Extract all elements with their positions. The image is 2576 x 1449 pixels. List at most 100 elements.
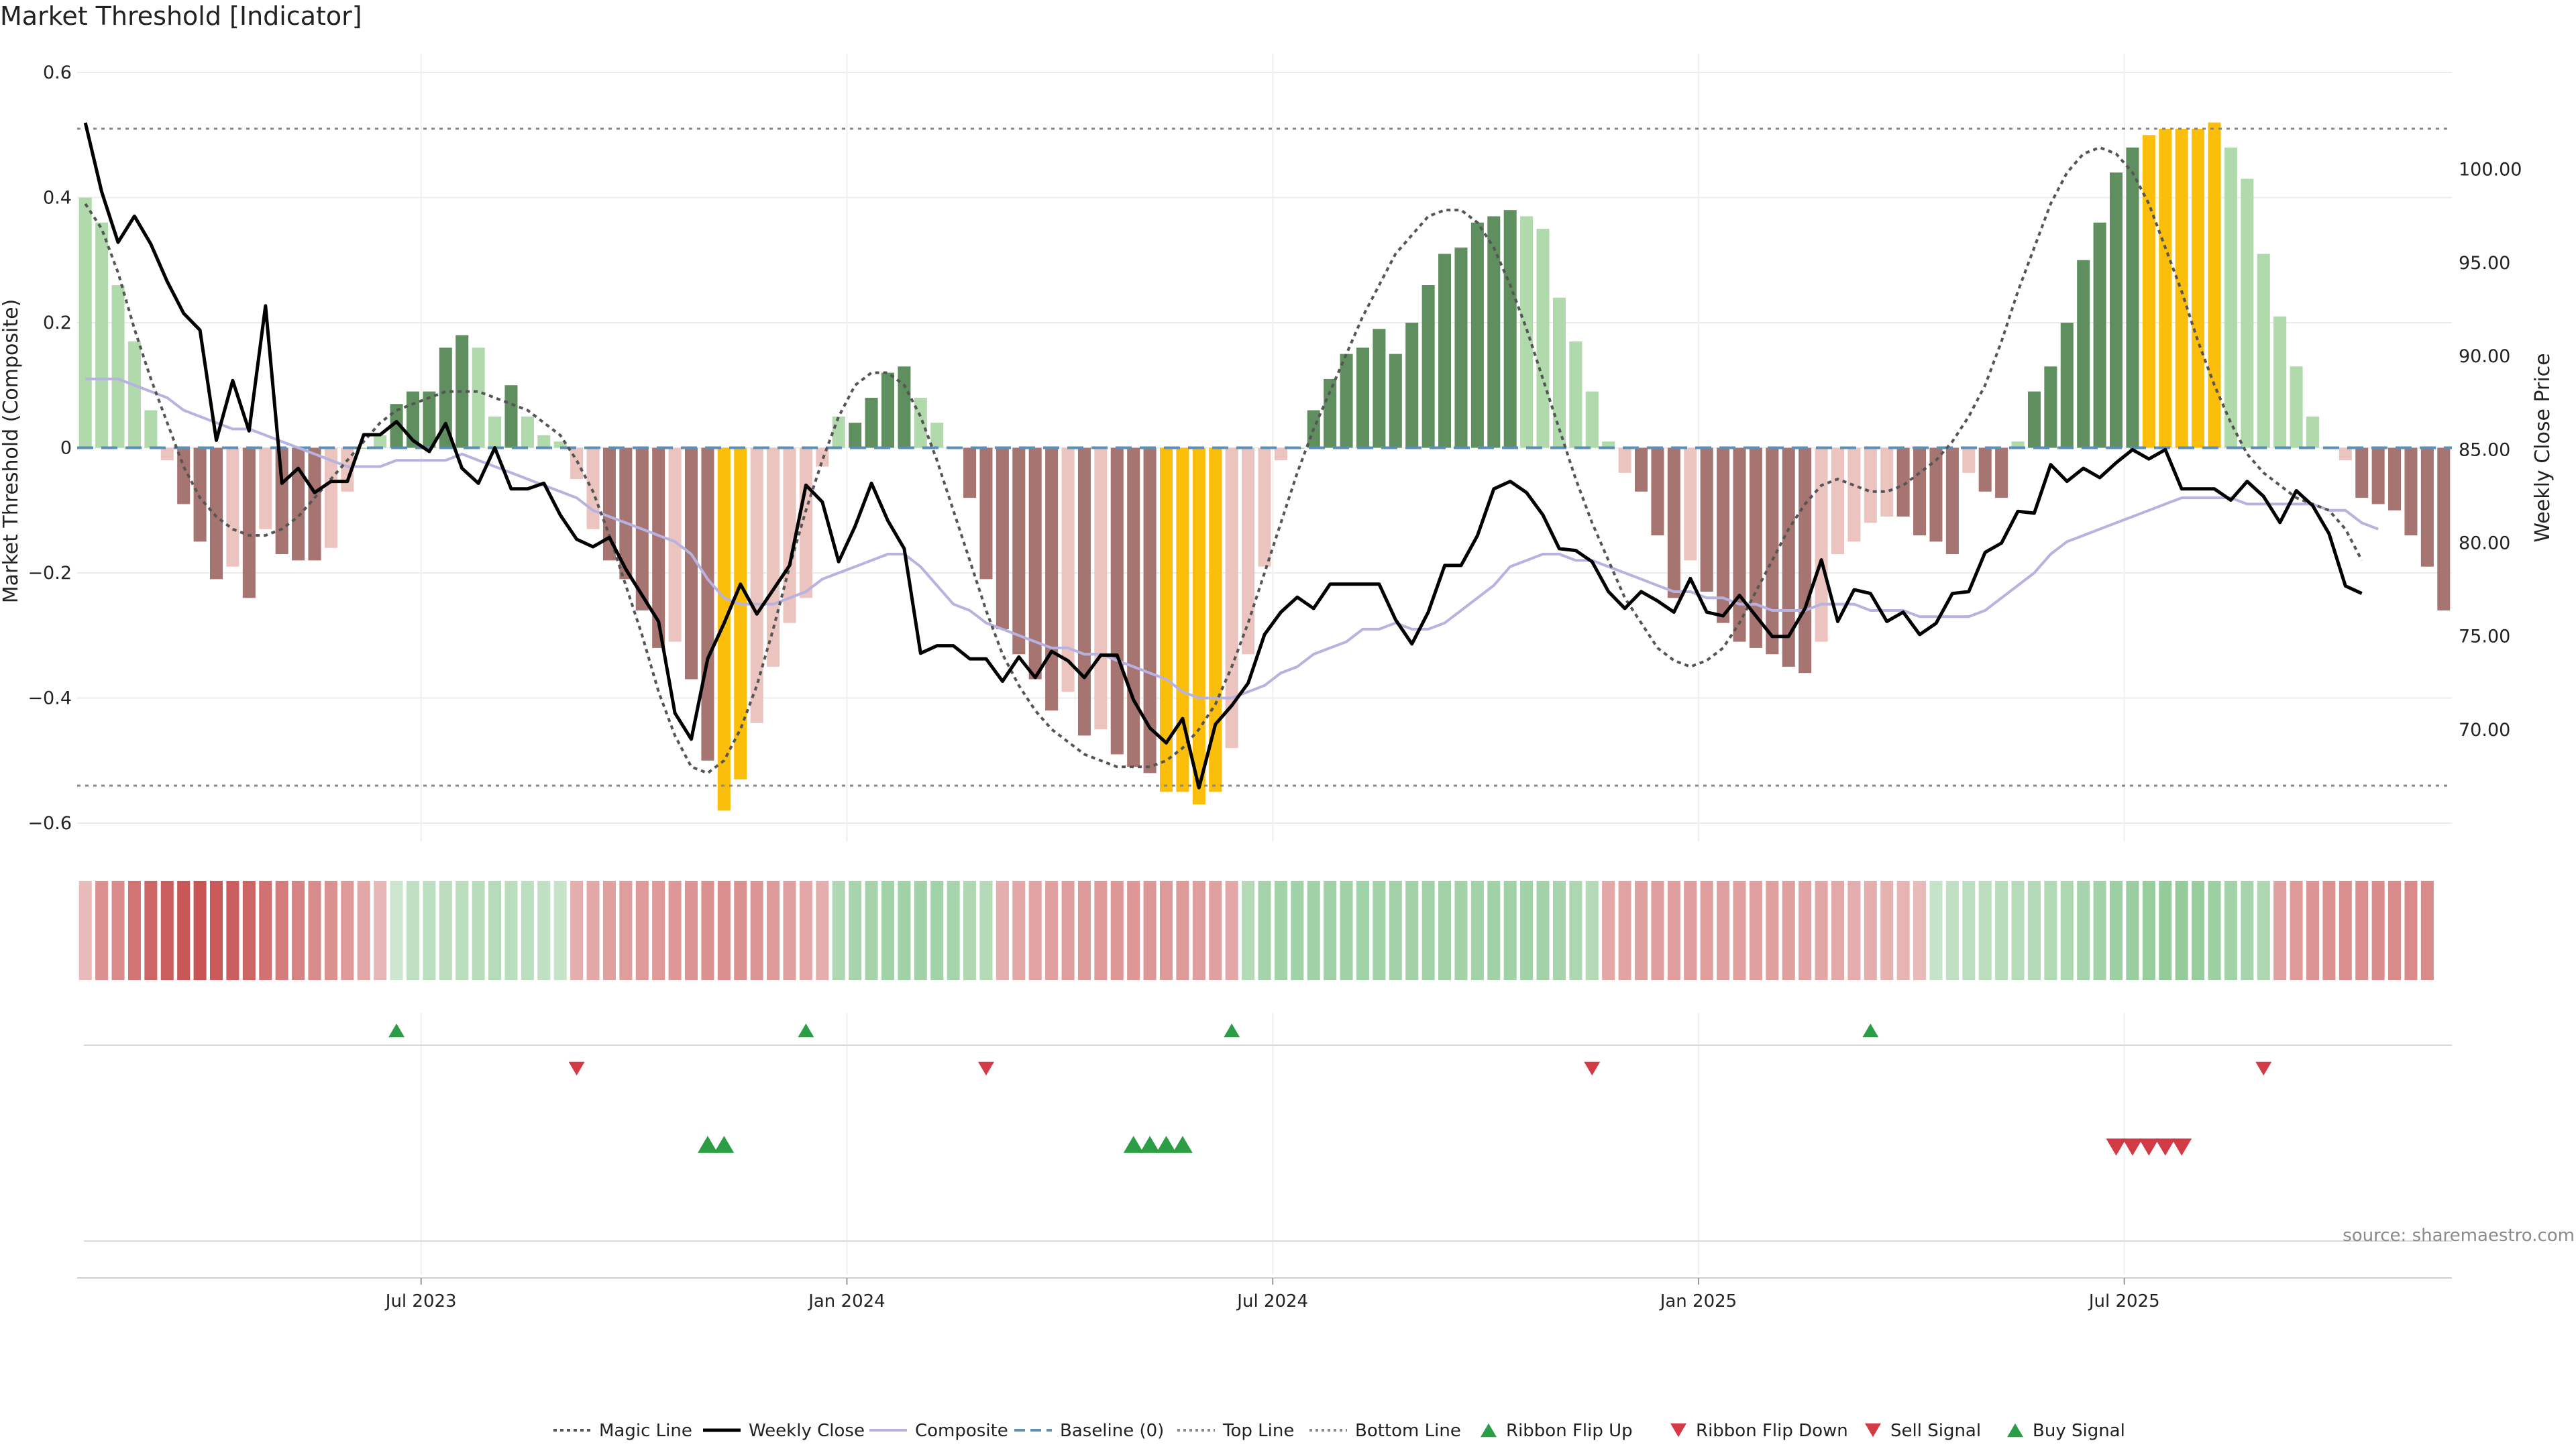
composite-bar [1274, 447, 1287, 461]
composite-bar [1684, 447, 1697, 561]
x-tick-label: Jul 2025 [2088, 1291, 2160, 1311]
composite-bar [2126, 147, 2139, 448]
ribbon-cell [2371, 881, 2385, 980]
sell-signal-marker [2171, 1138, 2192, 1156]
ribbon-cell [1438, 881, 1452, 980]
ribbon-cell [849, 881, 862, 980]
ribbon-cell [472, 881, 485, 980]
axes-layer: 0.6 0.4 0.2 0 −0.2 −0.4 −0.6 100.00 95.00 90.00 85… [0, 62, 2555, 834]
ribbon-cell [259, 881, 272, 980]
ribbon-cell [1700, 881, 1713, 980]
composite-bar [2192, 128, 2205, 448]
composite-bar [1815, 447, 1828, 642]
y-tick-label: −0.6 [28, 813, 72, 834]
y-tick-label: −0.2 [28, 563, 72, 584]
y2-tick-label: 95.00 [2459, 253, 2510, 274]
ribbon-cell [1045, 881, 1059, 980]
ribbon-cell [1995, 881, 2008, 980]
ribbon-cell [324, 881, 337, 980]
y2-tick-label: 85.00 [2459, 439, 2510, 460]
ribbon-cell [1782, 881, 1795, 980]
legend-item: Composite [869, 1421, 1008, 1441]
legend-swatch [1481, 1423, 1497, 1438]
composite-bar [259, 447, 272, 529]
ribbon-cell [1847, 881, 1861, 980]
ribbon-cell [2011, 881, 2025, 980]
composite-bar [2077, 260, 2090, 448]
ribbon-cell [1684, 881, 1697, 980]
ribbon-cell [767, 881, 780, 980]
composite-bar [2142, 135, 2155, 448]
ribbon-cell [1012, 881, 1026, 980]
composite-bar [488, 416, 502, 448]
composite-bar [2355, 447, 2369, 498]
ribbon-cell [1864, 881, 1877, 980]
ribbon-cell [2175, 881, 2188, 980]
ribbon-cell [1799, 881, 1812, 980]
legend-label: Sell Signal [1890, 1421, 1981, 1441]
ribbon-flip-up-marker [388, 1023, 405, 1038]
composite-bar [1880, 447, 1894, 517]
composite-bar [1209, 447, 1222, 792]
ribbon-cell [2306, 881, 2320, 980]
ribbon-cell [2257, 881, 2270, 980]
composite-bar [1176, 447, 1189, 792]
ribbon-cell [1094, 881, 1108, 980]
legend-swatch [1865, 1423, 1881, 1438]
ribbon-cell [1077, 881, 1091, 980]
composite-bar [2241, 178, 2254, 448]
buy-signal-marker [1156, 1136, 1177, 1153]
ribbon-cell [1618, 881, 1631, 980]
ribbon-cell [1552, 881, 1566, 980]
composite-bar [2306, 416, 2320, 448]
composite-bar [652, 447, 665, 648]
composite-bar [357, 447, 370, 449]
y2-tick-label: 100.00 [2459, 160, 2522, 180]
ribbon-cell [127, 881, 141, 980]
composite-bar [1602, 441, 1615, 448]
composite-bar [308, 447, 321, 561]
composite-bar [1782, 447, 1795, 667]
composite-bar [1454, 248, 1468, 448]
composite-bar [2208, 122, 2221, 448]
composite-bar [1324, 378, 1337, 448]
x-tick-label: Jan 2025 [1659, 1291, 1737, 1311]
ribbon-cell [1242, 881, 1255, 980]
ribbon-cell [1110, 881, 1124, 980]
ribbon-cell [602, 881, 616, 980]
composite-bar [963, 447, 977, 498]
ribbon-cell [914, 881, 927, 980]
chart-title: Market Threshold [Indicator] [0, 1, 362, 31]
ribbon-cell [2093, 881, 2106, 980]
legend-swatch [2007, 1423, 2023, 1438]
composite-bar [2371, 447, 2385, 504]
ribbon-cell [2339, 881, 2352, 980]
composite-bar [1127, 447, 1140, 767]
composite-bar [2109, 172, 2123, 448]
y2-axis-label: Weekly Close Price [2531, 353, 2555, 542]
ribbon-cell [1602, 881, 1615, 980]
ribbon-flip-down-marker [2255, 1061, 2272, 1076]
ribbon-cell [1307, 881, 1320, 980]
legend-item: Baseline (0) [1014, 1421, 1164, 1441]
composite-bar [1733, 447, 1746, 642]
composite-bar [1028, 447, 1042, 680]
ribbon-cell [947, 881, 960, 980]
legend-label: Weekly Close [749, 1421, 865, 1441]
ribbon-cell [717, 881, 731, 980]
composite-bar [292, 447, 305, 561]
composite-bar [193, 447, 207, 542]
ribbon-cell [586, 881, 600, 980]
composite-bar [1470, 222, 1484, 448]
legend-item: Weekly Close [703, 1421, 865, 1441]
composite-bar [1634, 447, 1648, 492]
composite-bar [996, 447, 1009, 629]
y2-tick-label: 75.00 [2459, 627, 2510, 647]
ribbon-cell [816, 881, 829, 980]
ribbon-cell [1192, 881, 1205, 980]
composite-bar [1340, 354, 1353, 448]
ribbon-cell [2060, 881, 2074, 980]
legend-label: Ribbon Flip Up [1506, 1421, 1633, 1441]
ribbon-cell [308, 881, 321, 980]
